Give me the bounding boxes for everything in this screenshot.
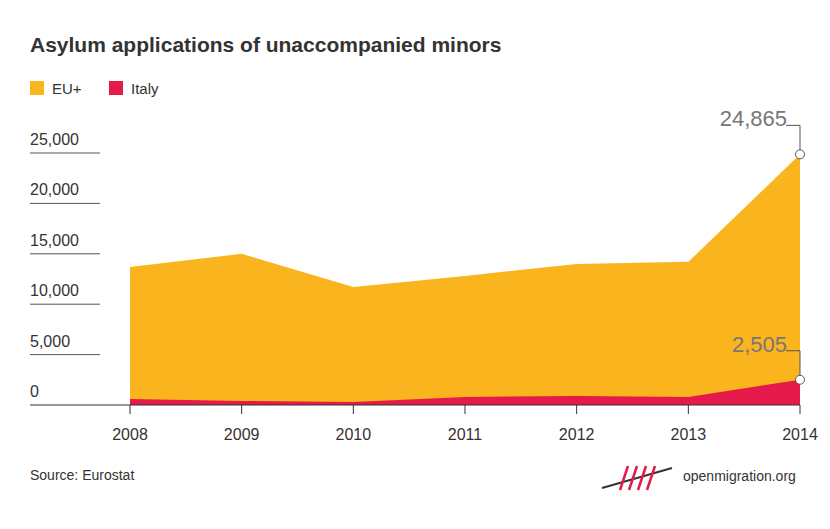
y-tick bbox=[30, 354, 100, 355]
y-tick-label: 0 bbox=[30, 383, 39, 400]
x-tick bbox=[353, 405, 354, 414]
x-tick-label: 2009 bbox=[224, 426, 260, 443]
credit: openmigration.org bbox=[683, 468, 796, 484]
x-tick-label: 2008 bbox=[112, 426, 148, 443]
x-tick bbox=[688, 405, 689, 414]
data-label: 2,505 bbox=[732, 332, 787, 357]
x-tick bbox=[800, 405, 801, 414]
x-tick bbox=[576, 405, 577, 414]
legend-label: Italy bbox=[131, 80, 159, 97]
plot-area bbox=[130, 154, 800, 405]
logo-stroke bbox=[647, 466, 655, 490]
area-1 bbox=[130, 380, 800, 405]
y-tick-label: 25,000 bbox=[30, 131, 79, 148]
logo-stroke bbox=[602, 468, 672, 488]
data-label: 24,865 bbox=[720, 106, 787, 131]
source: Source: Eurostat bbox=[30, 467, 134, 483]
legend-swatch bbox=[109, 81, 123, 95]
x-tick-label: 2014 bbox=[782, 426, 818, 443]
point bbox=[796, 375, 805, 384]
x-tick-label: 2010 bbox=[336, 426, 372, 443]
area-0 bbox=[130, 154, 800, 405]
logo-stroke bbox=[620, 466, 628, 490]
logo-stroke bbox=[629, 466, 637, 490]
legend-swatch bbox=[30, 81, 44, 95]
chart: Asylum applications of unaccompanied min… bbox=[0, 0, 830, 529]
x-tick-label: 2012 bbox=[559, 426, 595, 443]
x-axis-line bbox=[30, 405, 800, 406]
y-tick bbox=[30, 253, 100, 254]
logo bbox=[602, 466, 672, 490]
y-tick-label: 15,000 bbox=[30, 232, 79, 249]
y-tick bbox=[30, 203, 100, 204]
y-tick-label: 20,000 bbox=[30, 181, 79, 198]
logo-stroke bbox=[638, 466, 646, 490]
x-tick bbox=[130, 405, 131, 414]
point bbox=[796, 150, 805, 159]
y-tick-label: 5,000 bbox=[30, 333, 70, 350]
x-tick-label: 2013 bbox=[671, 426, 707, 443]
legend-label: EU+ bbox=[52, 80, 82, 97]
y-tick bbox=[30, 304, 100, 305]
title: Asylum applications of unaccompanied min… bbox=[30, 33, 501, 56]
y-tick-label: 10,000 bbox=[30, 282, 79, 299]
x-tick bbox=[465, 405, 466, 414]
x-tick-label: 2011 bbox=[448, 426, 483, 443]
x-tick bbox=[241, 405, 242, 414]
y-tick bbox=[30, 153, 100, 154]
